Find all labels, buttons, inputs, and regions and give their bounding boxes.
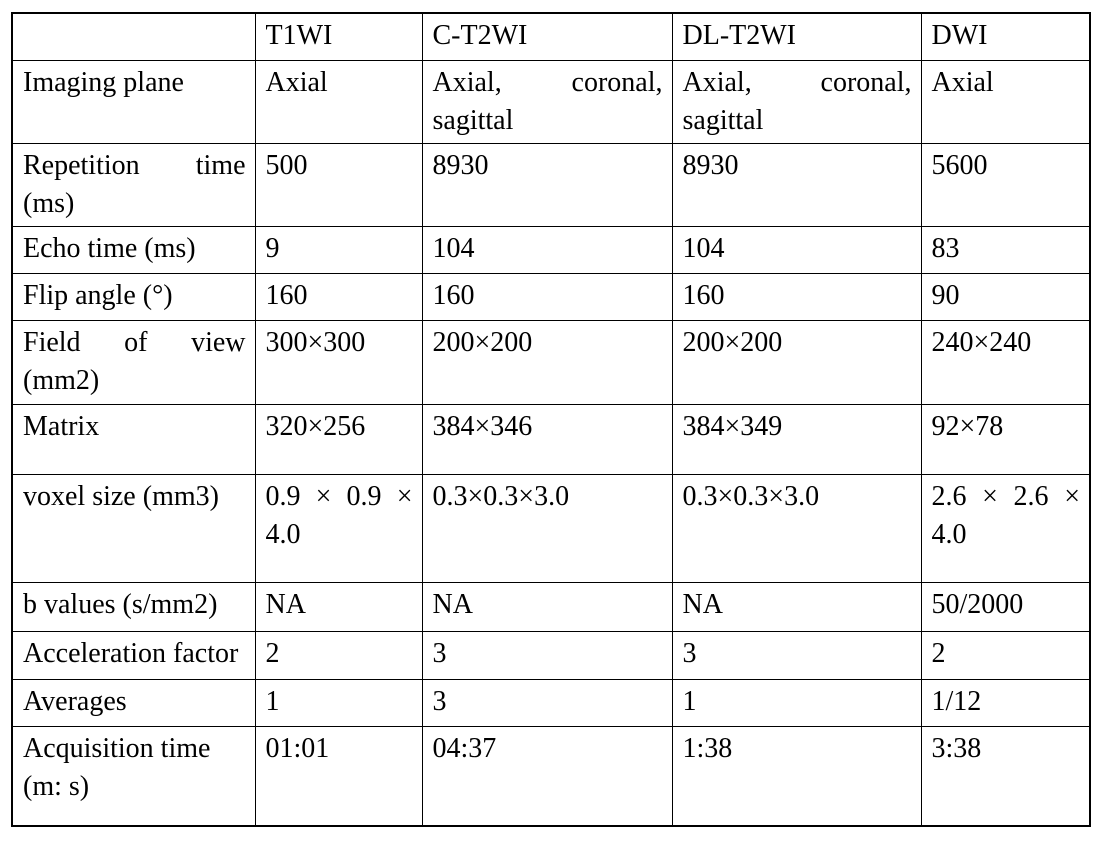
cell: 1/12 — [920, 678, 1091, 727]
cell: 104 — [671, 225, 922, 274]
cell: NA — [421, 581, 673, 632]
cell: 300×300 — [254, 319, 423, 405]
cell: 1:38 — [671, 725, 922, 827]
cell: 0.3×0.3×3.0 — [671, 473, 922, 583]
cell: NA — [671, 581, 922, 632]
cell: 200×200 — [671, 319, 922, 405]
cell: 83 — [920, 225, 1091, 274]
table-row-imaging-plane: Imaging plane Axial Axial, coronal, sagi… — [11, 59, 1091, 144]
row-label: voxel size (mm3) — [11, 473, 256, 583]
table-row-acceleration-factor: Acceleration factor 2 3 3 2 — [11, 630, 1091, 680]
cell: 240×240 — [920, 319, 1091, 405]
column-header-c-t2wi: C-T2WI — [421, 12, 673, 61]
cell: 92×78 — [920, 403, 1091, 475]
column-header-dl-t2wi: DL-T2WI — [671, 12, 922, 61]
cell: 160 — [671, 272, 922, 321]
row-label: Field of view (mm2) — [11, 319, 256, 405]
cell: 160 — [421, 272, 673, 321]
cell: Axial — [920, 59, 1091, 144]
row-label: Flip angle (°) — [11, 272, 256, 321]
mri-parameters-table: T1WI C-T2WI DL-T2WI DWI Imaging plane Ax… — [11, 12, 1091, 827]
corner-header-cell — [11, 12, 256, 61]
table-row-flip-angle: Flip angle (°) 160 160 160 90 — [11, 272, 1091, 321]
cell: Axial — [254, 59, 423, 144]
cell: 2 — [254, 630, 423, 680]
header-row: T1WI C-T2WI DL-T2WI DWI — [11, 12, 1091, 61]
cell: 200×200 — [421, 319, 673, 405]
row-label: Echo time (ms) — [11, 225, 256, 274]
cell: 1 — [671, 678, 922, 727]
cell: 104 — [421, 225, 673, 274]
cell: 8930 — [421, 142, 673, 227]
column-header-dwi: DWI — [920, 12, 1091, 61]
cell: 3:38 — [920, 725, 1091, 827]
table-row-b-values: b values (s/mm2) NA NA NA 50/2000 — [11, 581, 1091, 632]
table-row-acquisition-time: Acquisition time (m: s) 01:01 04:37 1:38… — [11, 725, 1091, 827]
cell: 04:37 — [421, 725, 673, 827]
row-label: Matrix — [11, 403, 256, 475]
row-label: Acceleration factor — [11, 630, 256, 680]
cell: 1 — [254, 678, 423, 727]
row-label: b values (s/mm2) — [11, 581, 256, 632]
cell: 320×256 — [254, 403, 423, 475]
column-header-t1wi: T1WI — [254, 12, 423, 61]
cell: 8930 — [671, 142, 922, 227]
cell: 500 — [254, 142, 423, 227]
cell: 5600 — [920, 142, 1091, 227]
cell: 384×346 — [421, 403, 673, 475]
cell: 0.9 × 0.9 × 4.0 — [254, 473, 423, 583]
table-row-averages: Averages 1 3 1 1/12 — [11, 678, 1091, 727]
row-label: Imaging plane — [11, 59, 256, 144]
cell: Axial, coronal, sagittal — [421, 59, 673, 144]
cell: 2 — [920, 630, 1091, 680]
cell: 2.6 × 2.6 × 4.0 — [920, 473, 1091, 583]
cell: 3 — [671, 630, 922, 680]
row-label: Averages — [11, 678, 256, 727]
cell: 0.3×0.3×3.0 — [421, 473, 673, 583]
table-row-field-of-view: Field of view (mm2) 300×300 200×200 200×… — [11, 319, 1091, 405]
cell: 3 — [421, 630, 673, 680]
cell: NA — [254, 581, 423, 632]
cell: 01:01 — [254, 725, 423, 827]
cell: 50/2000 — [920, 581, 1091, 632]
table-row-echo-time: Echo time (ms) 9 104 104 83 — [11, 225, 1091, 274]
cell: 3 — [421, 678, 673, 727]
cell: Axial, coronal, sagittal — [671, 59, 922, 144]
cell: 90 — [920, 272, 1091, 321]
table-row-matrix: Matrix 320×256 384×346 384×349 92×78 — [11, 403, 1091, 475]
cell: 9 — [254, 225, 423, 274]
row-label: Repetition time (ms) — [11, 142, 256, 227]
table-row-repetition-time: Repetition time (ms) 500 8930 8930 5600 — [11, 142, 1091, 227]
cell: 384×349 — [671, 403, 922, 475]
cell: 160 — [254, 272, 423, 321]
row-label: Acquisition time (m: s) — [11, 725, 256, 827]
table-row-voxel-size: voxel size (mm3) 0.9 × 0.9 × 4.0 0.3×0.3… — [11, 473, 1091, 583]
